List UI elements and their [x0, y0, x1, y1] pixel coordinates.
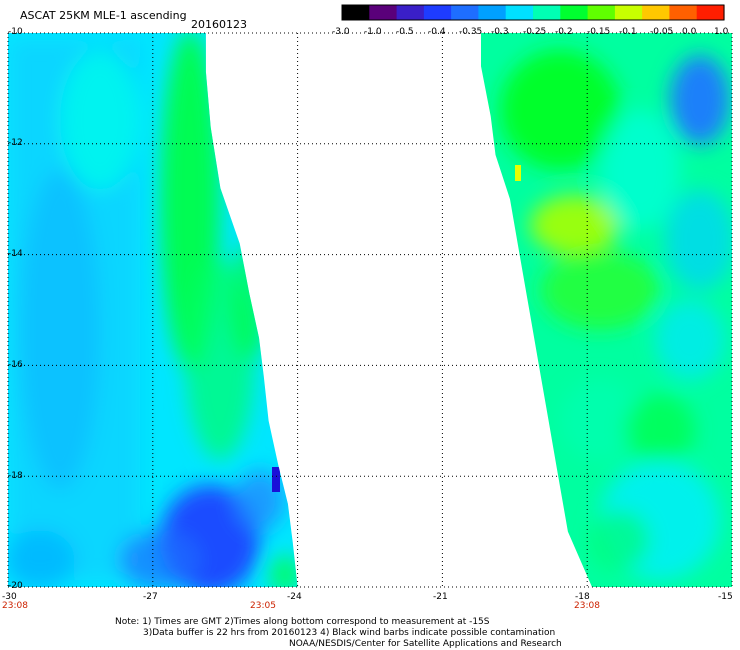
y-tick-label: -12	[8, 138, 23, 148]
time-label: 23:05	[250, 601, 276, 611]
left-swath	[8, 33, 298, 587]
x-tick-label: -24	[287, 592, 302, 602]
chart-title: ASCAT 25KM MLE-1 ascending	[20, 9, 187, 22]
colorbar-tick-label: -0.35	[459, 27, 483, 37]
colorbar-swatch	[587, 5, 616, 20]
colorbar-swatch	[669, 5, 698, 20]
colorbar-tick-label: -0.15	[587, 27, 611, 37]
colorbar-swatch	[505, 5, 534, 20]
colorbar-swatch	[423, 5, 452, 20]
y-tick-label: -10	[8, 27, 23, 37]
note-line-1: Note: 1) Times are GMT 2)Times along bot…	[115, 617, 490, 627]
colorbar-tick-label: -0.5	[396, 27, 414, 37]
x-tick-label: -30	[2, 592, 17, 602]
colorbar-swatch	[614, 5, 643, 20]
colorbar-swatch	[642, 5, 670, 20]
y-tick-label: -14	[8, 249, 23, 259]
grid-lines	[7, 32, 733, 588]
note-line-3: NOAA/NESDIS/Center for Satellite Applica…	[289, 639, 562, 649]
colorbar-tick-label: -0.2	[555, 27, 573, 37]
colorbar-tick-label: -1.0	[364, 27, 382, 37]
colorbar-swatch	[533, 5, 561, 20]
time-label: 23:08	[2, 601, 28, 611]
colorbar-frame	[341, 4, 725, 21]
colorbar-tick-label: -0.1	[619, 27, 637, 37]
colorbar-tick-label: 1.0	[714, 27, 729, 37]
colorbar-swatch	[396, 5, 425, 20]
colorbar-tick-label: -0.25	[523, 27, 547, 37]
right-swath	[481, 33, 732, 587]
colorbar	[341, 4, 725, 21]
x-tick-label: -21	[433, 592, 448, 602]
colorbar-tick-label: 0.0	[682, 27, 697, 37]
colorbar-tick-label: -0.05	[650, 27, 674, 37]
colorbar-swatch	[696, 5, 725, 20]
colorbar-swatch	[478, 5, 507, 20]
x-tick-label: -27	[143, 592, 158, 602]
colorbar-tick-label: -0.3	[491, 27, 509, 37]
x-tick-label: -15	[718, 592, 733, 602]
colorbar-tick-label: -0.4	[428, 27, 446, 37]
y-tick-label: -20	[8, 581, 23, 591]
y-tick-label: -16	[8, 360, 23, 370]
colorbar-swatch	[369, 5, 398, 20]
time-label: 23:08	[574, 601, 600, 611]
colorbar-swatch	[342, 5, 370, 20]
colorbar-swatch	[560, 5, 589, 20]
note-line-2: 3)Data buffer is 22 hrs from 20160123 4)…	[143, 628, 556, 638]
y-tick-label: -18	[8, 471, 23, 481]
x-tick-label: -18	[575, 592, 590, 602]
colorbar-tick-label: -3.0	[332, 27, 350, 37]
chart-date: 20160123	[191, 18, 247, 31]
colorbar-swatch	[451, 5, 479, 20]
